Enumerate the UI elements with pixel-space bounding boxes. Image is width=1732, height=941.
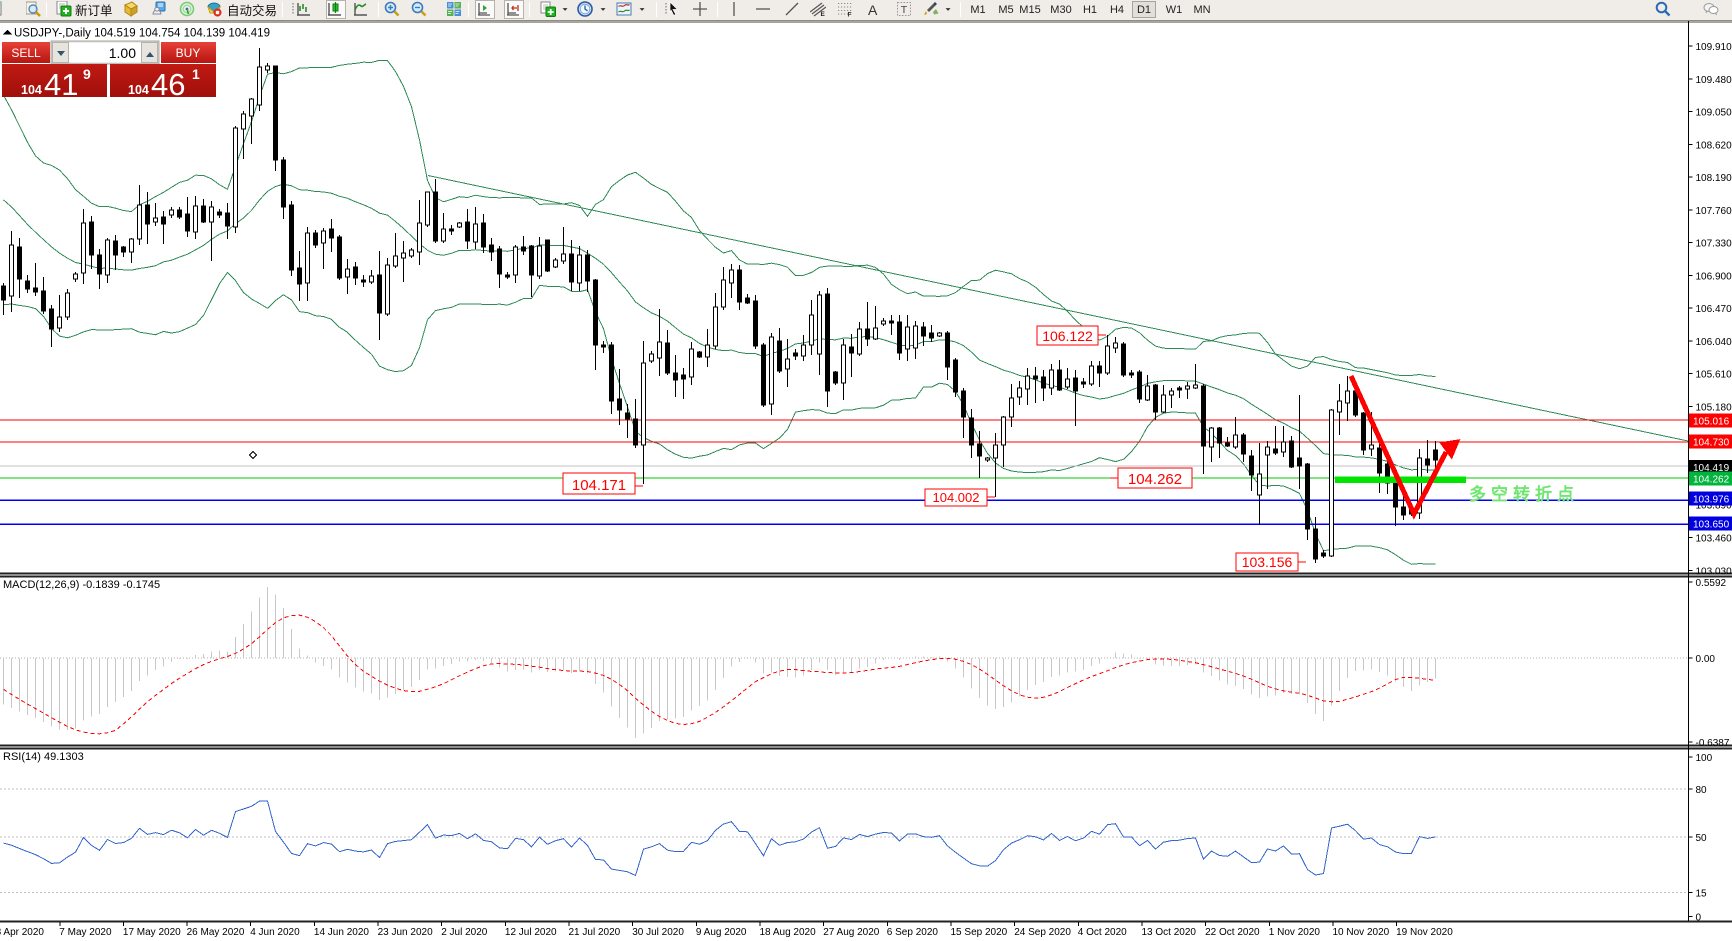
svg-text:0.00: 0.00 (1696, 654, 1716, 665)
svg-text:多空转折点: 多空转折点 (1469, 484, 1579, 504)
svg-text:27 Aug 2020: 27 Aug 2020 (823, 927, 880, 938)
svg-text:-0.6387: -0.6387 (1696, 738, 1730, 749)
svg-text:RSI(14) 49.1303: RSI(14) 49.1303 (3, 751, 84, 763)
svg-text:103.890: 103.890 (1696, 501, 1732, 512)
svg-text:22 Oct 2020: 22 Oct 2020 (1205, 927, 1260, 938)
svg-text:104.262: 104.262 (1128, 471, 1182, 488)
svg-text:103.650: 103.650 (1693, 520, 1730, 531)
svg-text:100: 100 (1696, 753, 1713, 764)
svg-text:106.900: 106.900 (1696, 271, 1732, 282)
svg-text:2 Jul 2020: 2 Jul 2020 (441, 927, 488, 938)
svg-text:SELL: SELL (11, 46, 41, 60)
svg-text:106.470: 106.470 (1696, 304, 1732, 315)
svg-text:7 May 2020: 7 May 2020 (59, 927, 112, 938)
svg-text:1.00: 1.00 (109, 45, 136, 61)
svg-text:USDJPY-,Daily 104.519 104.754: USDJPY-,Daily 104.519 104.754 104.139 10… (14, 28, 270, 40)
svg-text:1 Nov 2020: 1 Nov 2020 (1269, 927, 1321, 938)
svg-text:T: T (901, 4, 908, 16)
svg-text:104: 104 (21, 83, 42, 97)
svg-text:13 Oct 2020: 13 Oct 2020 (1142, 927, 1197, 938)
svg-text:BUY: BUY (176, 46, 201, 60)
svg-text:41: 41 (44, 67, 78, 100)
svg-text:108.620: 108.620 (1696, 140, 1732, 151)
svg-text:9 Aug 2020: 9 Aug 2020 (696, 927, 747, 938)
svg-text:12 Jul 2020: 12 Jul 2020 (505, 927, 557, 938)
svg-text:104.419: 104.419 (1693, 463, 1730, 474)
svg-text:107.760: 107.760 (1696, 206, 1732, 217)
svg-text:46: 46 (151, 67, 185, 100)
svg-text:F: F (848, 12, 852, 18)
svg-text:4 Jun 2020: 4 Jun 2020 (250, 927, 300, 938)
svg-text:0.5592: 0.5592 (1696, 578, 1727, 589)
svg-text:108.190: 108.190 (1696, 173, 1732, 184)
svg-text:107.330: 107.330 (1696, 239, 1732, 250)
svg-text:105.610: 105.610 (1696, 370, 1732, 381)
svg-text:50: 50 (1696, 833, 1708, 844)
svg-text:8 Apr 2020: 8 Apr 2020 (0, 927, 44, 938)
svg-text:E: E (821, 11, 826, 17)
svg-text:10 Nov 2020: 10 Nov 2020 (1333, 927, 1390, 938)
svg-text:105.180: 105.180 (1696, 402, 1732, 413)
svg-text:30 Jul 2020: 30 Jul 2020 (632, 927, 684, 938)
svg-text:105.016: 105.016 (1693, 417, 1730, 428)
svg-text:103.030: 103.030 (1696, 566, 1732, 577)
svg-text:21 Jul 2020: 21 Jul 2020 (569, 927, 621, 938)
svg-text:104: 104 (128, 83, 149, 97)
svg-text:14 Jun 2020: 14 Jun 2020 (314, 927, 369, 938)
svg-text:24 Sep 2020: 24 Sep 2020 (1014, 927, 1071, 938)
svg-text:109.480: 109.480 (1696, 75, 1732, 86)
svg-text:9: 9 (83, 66, 91, 82)
svg-text:17 May 2020: 17 May 2020 (123, 927, 181, 938)
svg-text:103.460: 103.460 (1696, 534, 1732, 545)
svg-text:15: 15 (1696, 889, 1708, 900)
svg-text:1: 1 (192, 66, 200, 82)
svg-text:MACD(12,26,9) -0.1839 -0.1745: MACD(12,26,9) -0.1839 -0.1745 (3, 579, 160, 591)
svg-text:103.156: 103.156 (1242, 554, 1293, 570)
svg-text:80: 80 (1696, 785, 1708, 796)
svg-text:104.262: 104.262 (1693, 475, 1730, 486)
svg-text:0: 0 (1696, 913, 1702, 924)
svg-text:15 Sep 2020: 15 Sep 2020 (951, 927, 1008, 938)
svg-text:23 Jun 2020: 23 Jun 2020 (378, 927, 433, 938)
svg-text:26 May 2020: 26 May 2020 (187, 927, 245, 938)
svg-text:109.050: 109.050 (1696, 108, 1732, 119)
svg-text:19 Nov 2020: 19 Nov 2020 (1396, 927, 1453, 938)
svg-text:106.040: 106.040 (1696, 337, 1732, 348)
svg-text:106.122: 106.122 (1042, 328, 1093, 344)
svg-text:4 Oct 2020: 4 Oct 2020 (1078, 927, 1127, 938)
svg-text:18 Aug 2020: 18 Aug 2020 (760, 927, 817, 938)
svg-text:109.910: 109.910 (1696, 42, 1732, 53)
svg-text:6 Sep 2020: 6 Sep 2020 (887, 927, 939, 938)
svg-text:104.171: 104.171 (572, 477, 626, 494)
svg-text:104.002: 104.002 (933, 490, 980, 505)
svg-text:104.730: 104.730 (1693, 438, 1730, 449)
svg-text:103.976: 103.976 (1693, 495, 1730, 506)
